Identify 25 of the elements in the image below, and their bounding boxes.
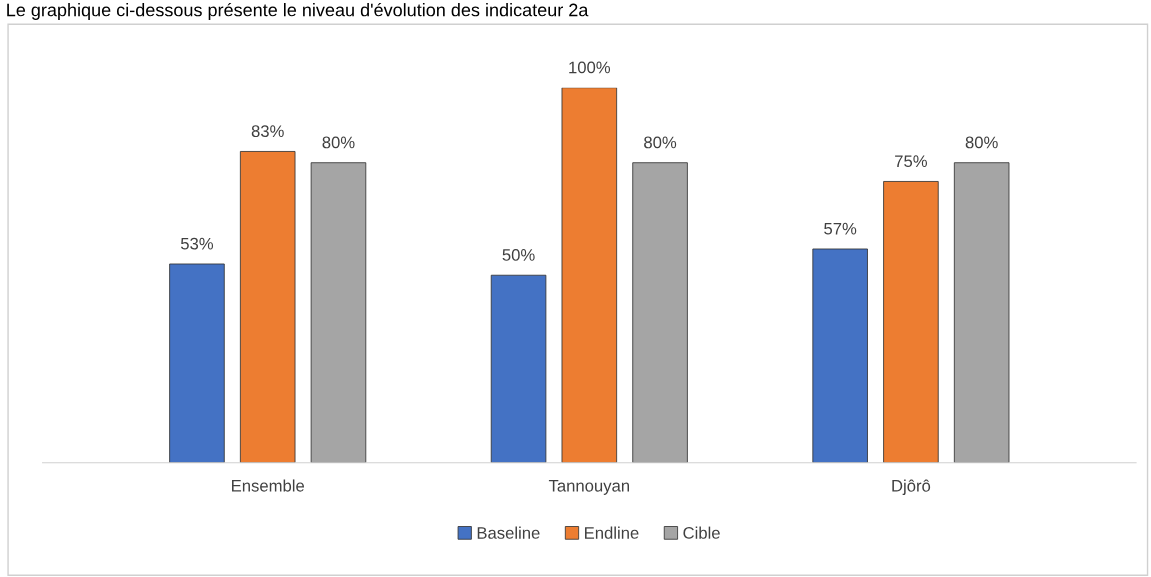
- bar: [812, 248, 868, 463]
- data-label: 57%: [824, 222, 857, 235]
- data-label: 75%: [895, 155, 927, 168]
- data-label: 80%: [644, 136, 677, 149]
- bar: [490, 274, 547, 463]
- data-label: 53%: [180, 237, 214, 250]
- x-tick-label: Djôrô: [892, 479, 931, 496]
- data-label: 83%: [251, 125, 284, 138]
- legend-label: Endline: [585, 526, 639, 539]
- x-tick-label: Ensemble: [232, 479, 305, 492]
- bar: [953, 162, 1010, 463]
- x-tick-label: Tannouyan: [548, 480, 630, 495]
- bar: [239, 151, 296, 463]
- chart-title: Le graphique ci-dessous présente le niveau d'évolution des indicateur 2a: [7, 2, 589, 20]
- bar: [169, 263, 225, 463]
- data-label: 50%: [502, 249, 535, 261]
- data-label: 80%: [322, 136, 355, 149]
- legend-label: Cible: [683, 526, 720, 539]
- bar: [632, 162, 688, 463]
- bar: [310, 162, 367, 463]
- bar: [561, 87, 618, 463]
- bar: [883, 181, 939, 463]
- data-label: 80%: [965, 136, 998, 149]
- legend-label: Baseline: [477, 526, 540, 539]
- data-label: 100%: [569, 61, 611, 74]
